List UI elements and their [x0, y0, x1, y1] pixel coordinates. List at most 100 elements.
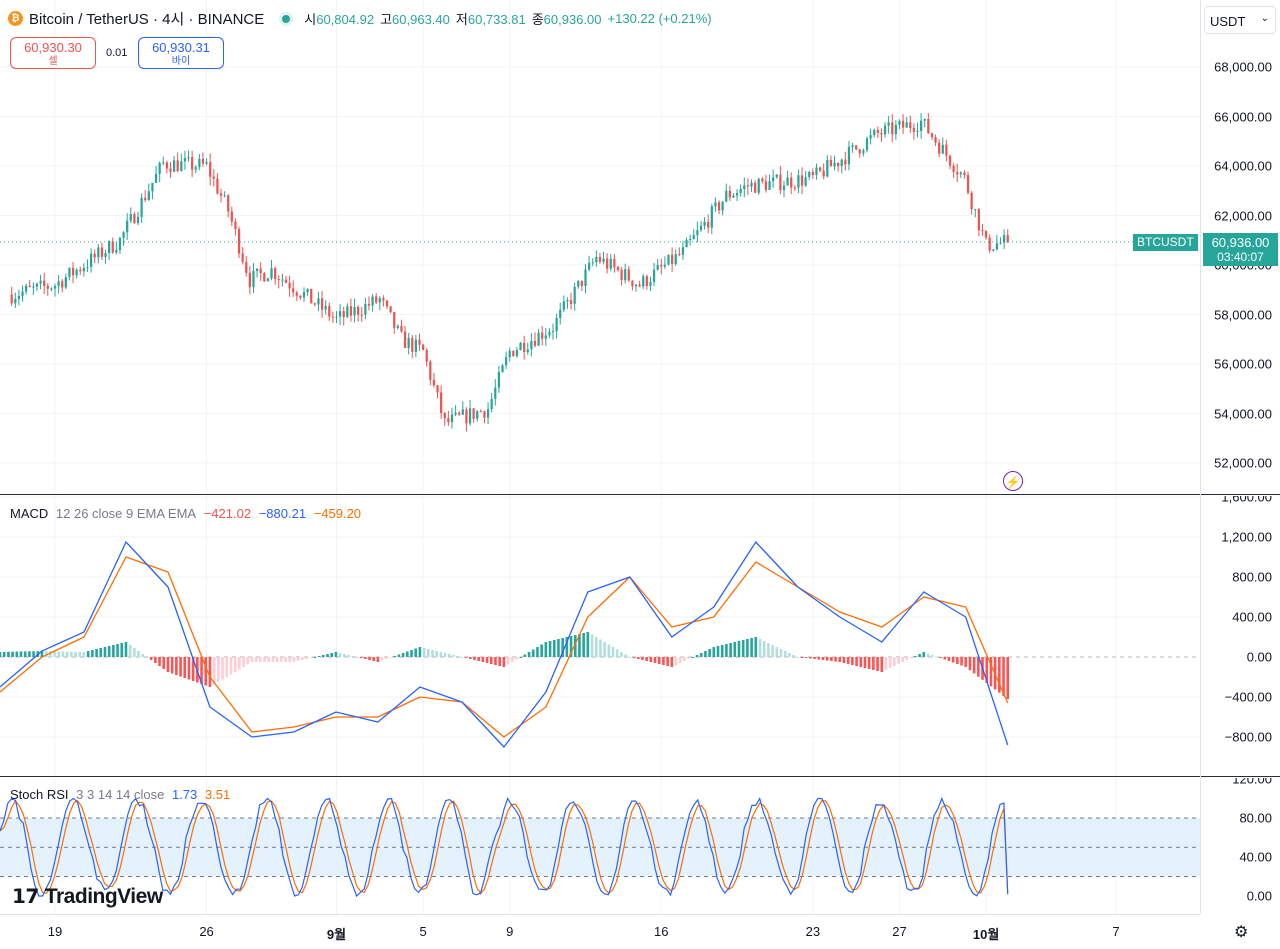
- macd-histogram-bar: [636, 657, 640, 659]
- candle-body: [530, 340, 533, 350]
- candle-body: [999, 242, 1002, 244]
- macd-histogram-bar: [662, 657, 665, 665]
- candle-body: [115, 250, 118, 253]
- macd-histogram-bar: [263, 657, 266, 662]
- stoch-axis[interactable]: 120.00 80.00 40.00 0.00: [1201, 778, 1280, 914]
- macd-histogram-bar: [582, 633, 585, 657]
- macd-histogram-bar: [112, 645, 115, 657]
- macd-histogram-bar: [380, 657, 384, 661]
- buy-button[interactable]: 60,930.31 바이: [138, 37, 224, 69]
- tradingview-logo[interactable]: 𝟭𝟳 TradingView: [12, 884, 163, 909]
- candle-body: [504, 357, 508, 366]
- candle-body: [775, 174, 778, 178]
- candle-body: [779, 174, 782, 191]
- lightning-icon[interactable]: ⚡: [1003, 471, 1023, 491]
- stoch-legend[interactable]: Stoch RSI 3 3 14 14 close 1.73 3.51: [10, 787, 234, 802]
- macd-histogram-bar: [846, 657, 850, 664]
- macd-histogram-bar: [531, 649, 535, 657]
- time-tick-label: 5: [419, 924, 427, 939]
- macd-histogram-bar: [615, 649, 619, 657]
- macd-histogram-bar: [683, 657, 686, 661]
- candle-body: [551, 331, 555, 333]
- candle-body: [64, 277, 67, 288]
- candle-body: [497, 372, 501, 388]
- candle-body: [378, 298, 381, 303]
- macd-histogram-bar: [212, 657, 216, 685]
- price-tick-label: 54,000.00: [1214, 406, 1272, 421]
- macd-histogram-bar: [935, 656, 938, 658]
- candle-body: [761, 178, 764, 182]
- candle-body: [945, 144, 948, 156]
- candle-body: [920, 120, 923, 131]
- macd-histogram-bar: [65, 651, 69, 657]
- symbol-title[interactable]: Bitcoin / TetherUS · 4시 · BINANCE: [29, 11, 265, 28]
- candle-body: [984, 230, 988, 238]
- sell-button[interactable]: 60,930.30 셀: [10, 37, 96, 69]
- macd-histogram-bar: [229, 657, 233, 675]
- macd-histogram-bar: [477, 657, 480, 661]
- candle-body: [573, 286, 576, 304]
- macd-histogram-bar: [851, 657, 854, 665]
- macd-histogram-bar: [603, 642, 606, 657]
- chevron-down-icon: ⌄: [1260, 13, 1269, 24]
- candle-body: [288, 282, 291, 289]
- candle-body: [869, 135, 872, 139]
- macd-histogram-bar: [116, 644, 119, 657]
- settings-icon[interactable]: ⚙: [1234, 924, 1249, 941]
- spread-value: 0.01: [106, 47, 128, 59]
- macd-histogram-bar: [796, 657, 800, 658]
- candle-body: [476, 411, 479, 419]
- stoch-rsi-pane[interactable]: Stoch RSI 3 3 14 14 close 1.73 3.51: [0, 778, 1200, 914]
- macd-histogram-bar: [414, 648, 417, 657]
- stoch-rsi-chart[interactable]: [0, 778, 1200, 914]
- macd-histogram-bar: [607, 644, 611, 657]
- macd-chart[interactable]: [0, 496, 1200, 776]
- macd-histogram-bar: [275, 657, 279, 662]
- macd-histogram-bar: [91, 650, 94, 657]
- currency-select[interactable]: USDT ⌄: [1204, 6, 1276, 34]
- candle-body: [245, 261, 248, 273]
- macd-histogram-bar: [557, 639, 560, 657]
- macd-histogram-bar: [40, 651, 44, 657]
- candle-body: [183, 158, 187, 162]
- macd-tick-label: 800.00: [1232, 569, 1272, 585]
- macd-legend[interactable]: MACD 12 26 close 9 EMA EMA −421.02 −880.…: [10, 506, 365, 521]
- macd-tick-label: −400.00: [1224, 689, 1272, 705]
- candle-body: [357, 307, 360, 315]
- candle-body: [281, 279, 284, 281]
- price-chart[interactable]: [0, 0, 1200, 494]
- macd-histogram-bar: [758, 639, 762, 657]
- candle-body: [764, 181, 768, 190]
- candle-body: [407, 337, 410, 348]
- price-pane[interactable]: [0, 0, 1200, 494]
- pane-divider[interactable]: [0, 776, 1280, 777]
- macd-axis[interactable]: 1,600.00 1,200.00 800.00 400.00 0.00 −400.00 −…: [1201, 496, 1280, 776]
- macd-pane[interactable]: MACD 12 26 close 9 EMA EMA −421.02 −880.…: [0, 496, 1200, 776]
- macd-histogram-bar: [204, 657, 208, 686]
- macd-histogram-bar: [359, 657, 363, 658]
- time-tick-label: 27: [892, 924, 907, 939]
- macd-histogram-bar: [456, 656, 459, 657]
- macd-histogram-bar: [296, 657, 300, 661]
- candle-body: [68, 267, 71, 278]
- candle-body: [191, 157, 194, 170]
- candle-body: [346, 306, 349, 318]
- time-axis[interactable]: 19 26 9월 5 9 16 23 27 10월 7: [0, 914, 1200, 949]
- candle-body: [299, 295, 302, 298]
- candle-body: [187, 157, 190, 159]
- candle-body: [613, 259, 616, 268]
- macd-histogram-bar: [573, 635, 577, 657]
- macd-histogram-bar: [830, 657, 833, 661]
- candle-body: [328, 305, 331, 317]
- macd-histogram-bar: [523, 654, 527, 657]
- pane-divider[interactable]: [0, 494, 1280, 495]
- candle-body: [880, 133, 883, 135]
- macd-histogram-bar: [930, 655, 934, 657]
- candle-body: [692, 235, 695, 240]
- macd-histogram-bar: [485, 657, 489, 663]
- candle-body: [746, 185, 750, 187]
- macd-histogram-bar: [725, 644, 728, 657]
- candle-body: [429, 361, 432, 380]
- candle-body: [176, 160, 179, 172]
- macd-histogram-bar: [305, 657, 308, 659]
